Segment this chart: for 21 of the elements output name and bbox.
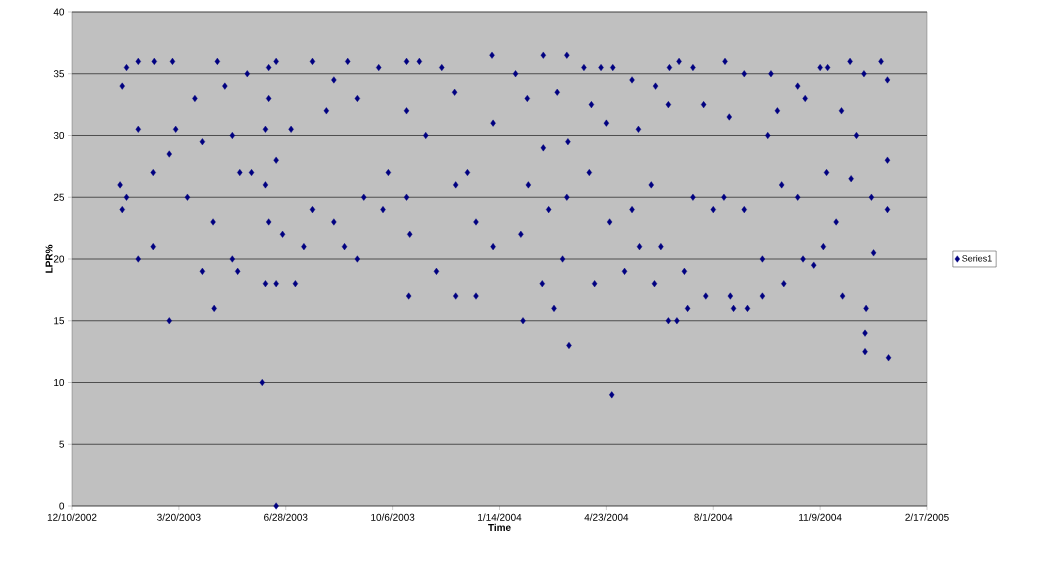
x-tick-label: 11/9/2004 [799,513,842,521]
x-tick-label: 4/23/2004 [584,513,629,521]
y-tick-label: 15 [54,317,65,325]
x-tick-label: 6/28/2003 [264,513,308,521]
x-tick-label: 8/1/2004 [694,513,733,521]
y-tick-label: 0 [59,502,65,510]
x-tick-label: 3/20/2003 [157,513,201,521]
y-axis-title: LPR% [45,244,53,273]
y-tick-label: 30 [53,131,65,140]
y-tick-label: 10 [54,378,65,387]
y-tick-label: 35 [53,70,65,78]
y-tick-label: 20 [53,255,65,263]
x-tick-label: 2/17/2005 [905,513,949,521]
x-tick-label: 12/10/2002 [47,513,97,521]
y-tick-label: 25 [53,193,65,201]
x-axis-title: Time [488,523,511,531]
x-tick-label: 10/6/2003 [371,513,415,521]
legend-label: Series1 [962,255,992,262]
x-tick-label: 1/14/2004 [478,513,522,521]
y-tick-label: 40 [53,8,65,16]
y-tick-label: 5 [59,440,65,448]
